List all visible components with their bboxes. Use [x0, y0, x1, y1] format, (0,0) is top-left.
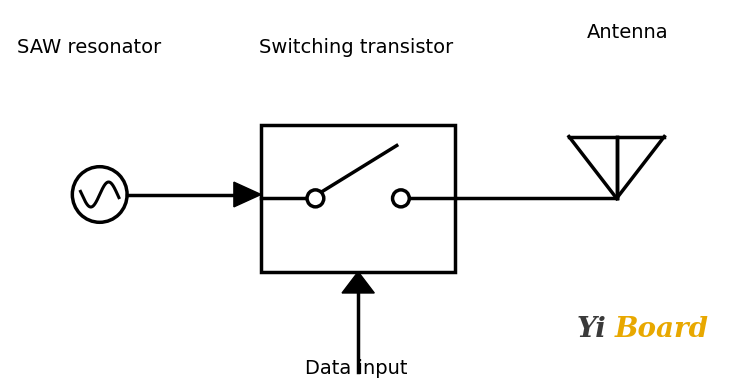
Text: SAW resonator: SAW resonator — [16, 38, 160, 57]
Ellipse shape — [392, 190, 410, 207]
Bar — [261, 125, 455, 272]
Text: Yi: Yi — [576, 316, 606, 343]
Text: Switching transistor: Switching transistor — [260, 38, 454, 57]
Ellipse shape — [307, 190, 324, 207]
Text: Antenna: Antenna — [586, 23, 668, 42]
Text: Board: Board — [614, 316, 709, 343]
Polygon shape — [342, 272, 374, 293]
Polygon shape — [234, 182, 261, 207]
Text: Data input: Data input — [305, 359, 407, 378]
